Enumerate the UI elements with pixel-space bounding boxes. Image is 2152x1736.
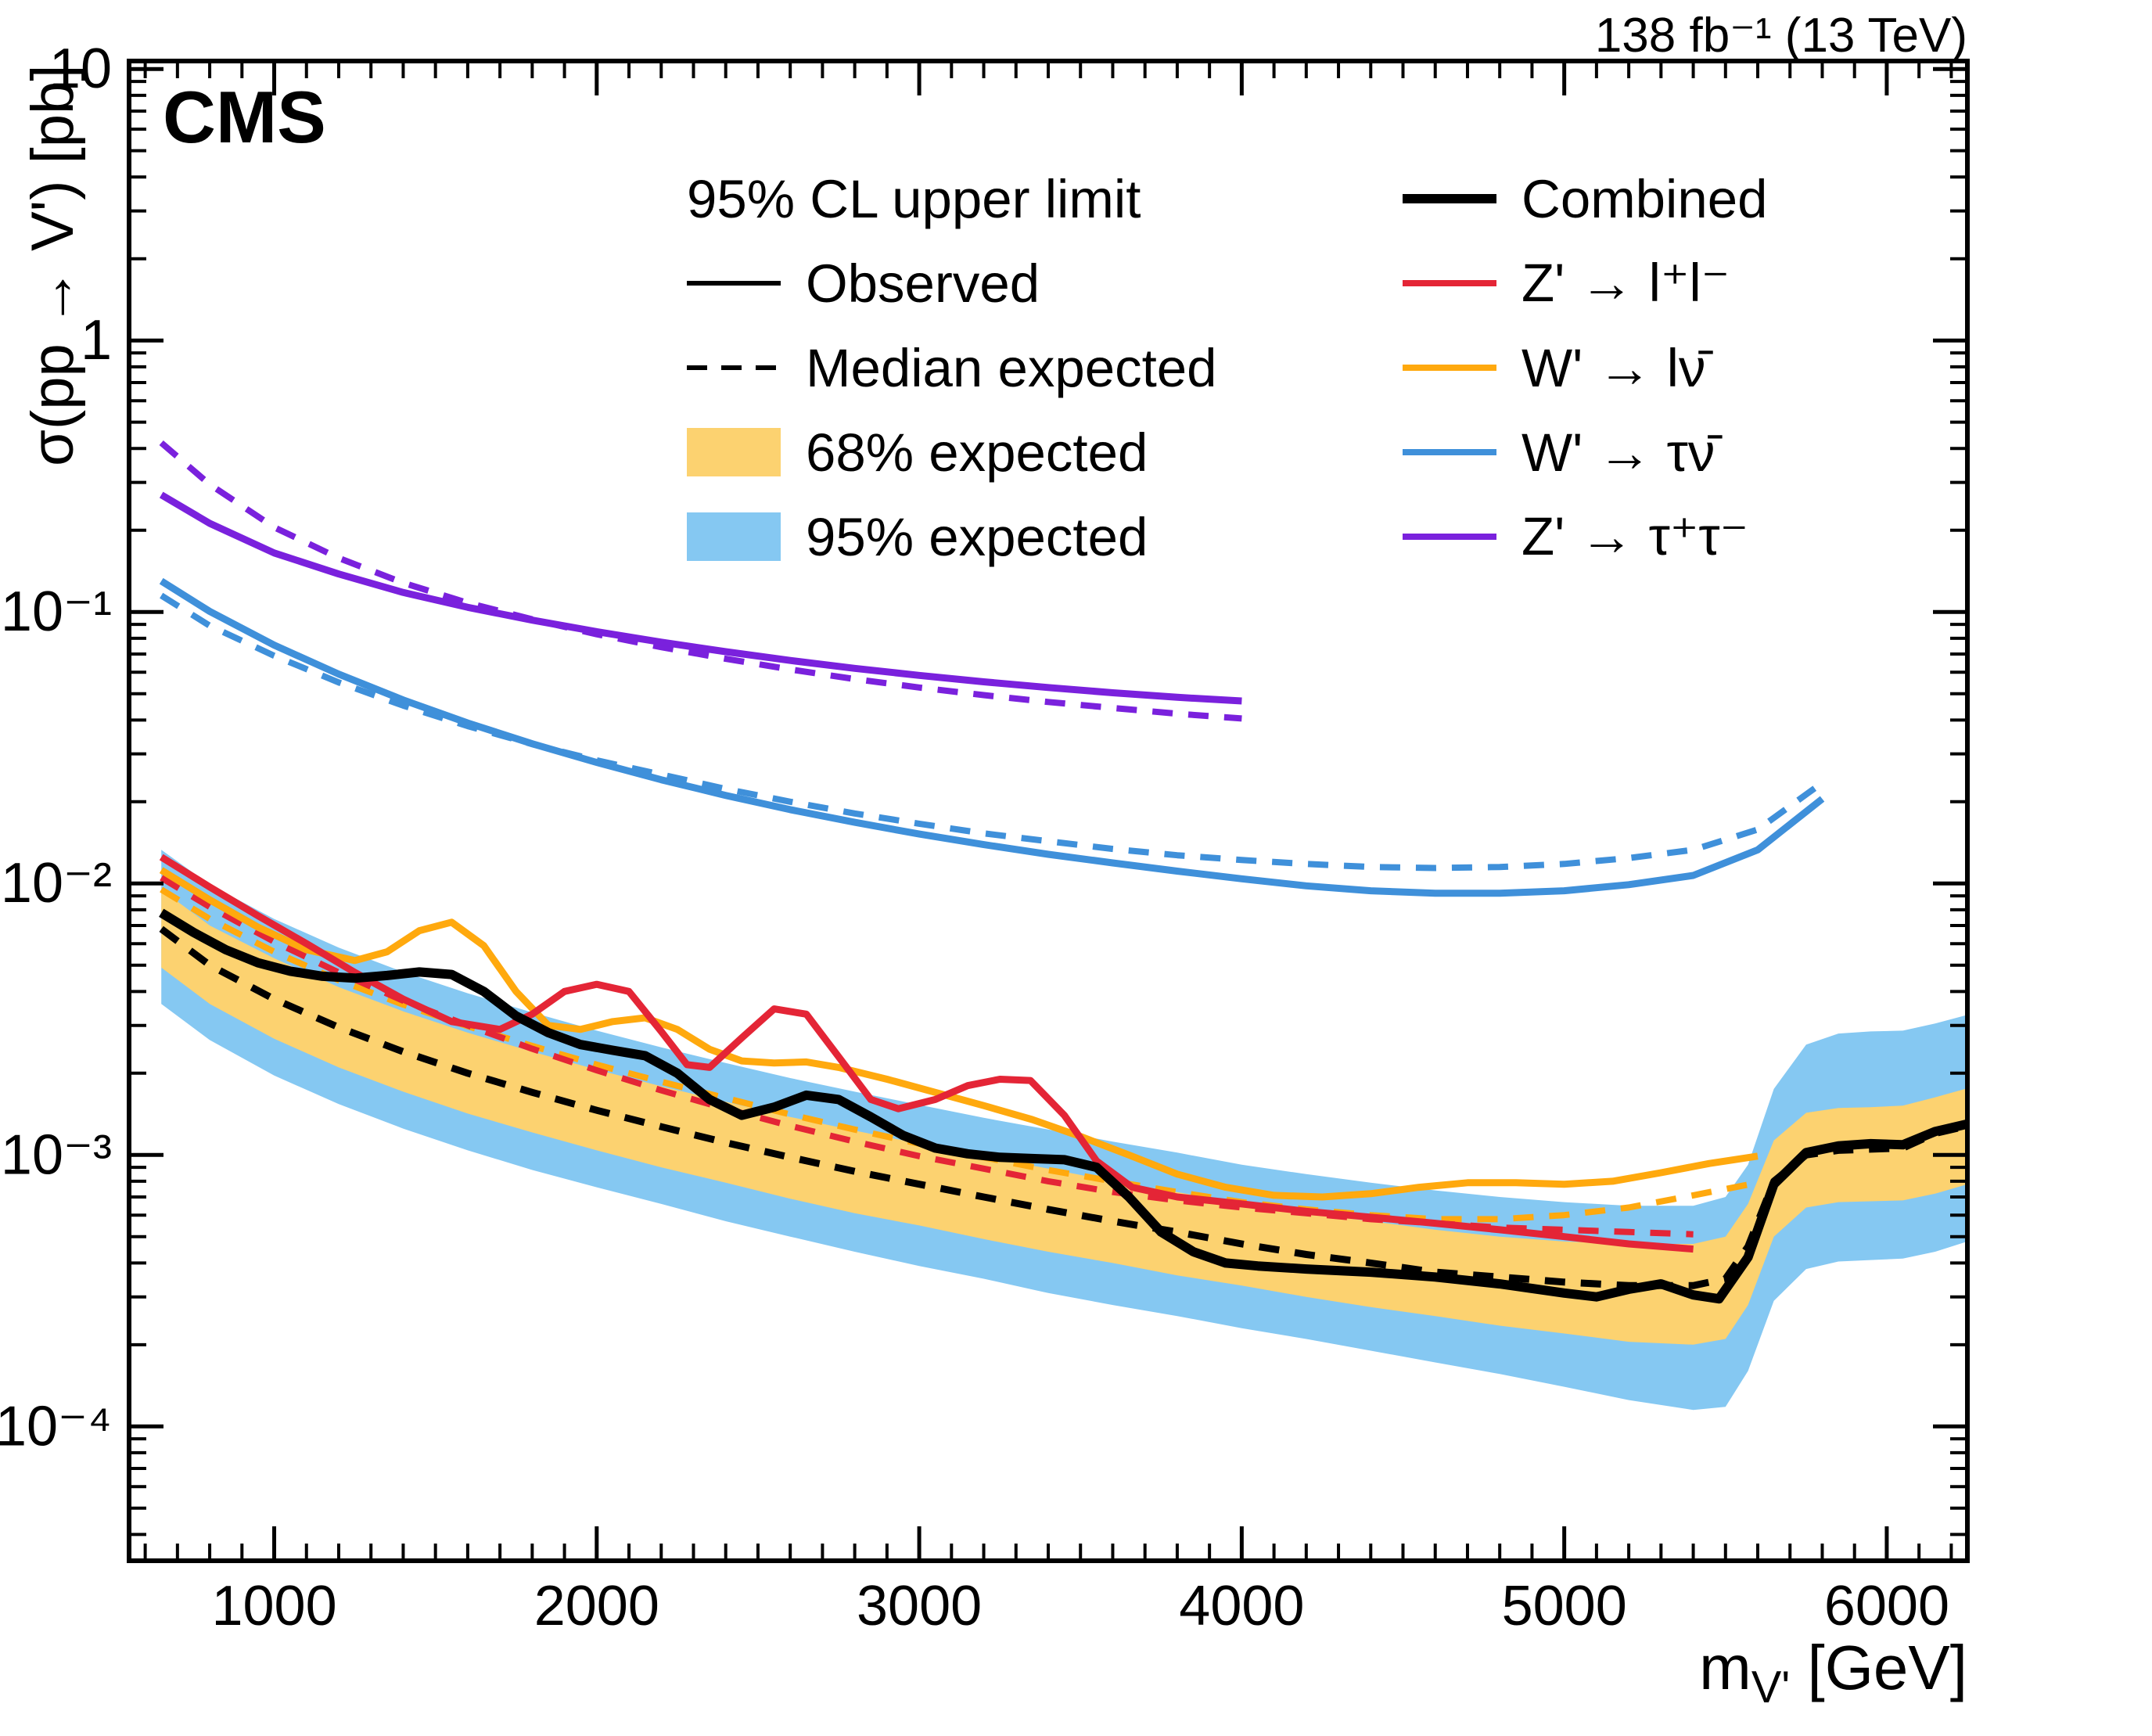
x-axis-title-main: m bbox=[1699, 1633, 1751, 1702]
band-95-swatch bbox=[687, 512, 781, 561]
svg-text:10⁻³: 10⁻³ bbox=[1, 1123, 112, 1186]
svg-text:10: 10 bbox=[49, 38, 112, 100]
svg-text:10⁻²: 10⁻² bbox=[1, 852, 112, 915]
y-axis-title: σ(pp → V') [pb] bbox=[20, 64, 86, 466]
legend-item-combined: Combined bbox=[1403, 156, 1768, 241]
legend-item-wprime-taunu: W' → τν̄ bbox=[1403, 410, 1768, 494]
legend-item-68-expected: 68% expected bbox=[687, 410, 1217, 494]
x-axis-title-unit: [GeV] bbox=[1790, 1633, 1967, 1702]
legend-item-wprime-lnu: W' → lν̄ bbox=[1403, 325, 1768, 410]
cms-label: CMS bbox=[163, 76, 326, 158]
zprime-tautau-line-swatch bbox=[1403, 534, 1496, 540]
x-axis-title: mV' [GeV] bbox=[1699, 1632, 1967, 1713]
lumi-label: 138 fb⁻¹ (13 TeV) bbox=[1594, 9, 1967, 63]
legend-item-label: 68% expected bbox=[806, 422, 1148, 483]
legend-item-zprime-tautau: Z' → τ⁺τ⁻ bbox=[1403, 494, 1768, 579]
legend-item-observed: Observed bbox=[687, 241, 1217, 325]
svg-text:3000: 3000 bbox=[857, 1575, 982, 1637]
legend-item-label: Median expected bbox=[806, 337, 1217, 398]
wprime-taunu-line-swatch bbox=[1403, 449, 1496, 455]
svg-text:1: 1 bbox=[81, 309, 112, 372]
legend-item-median-expected: Median expected bbox=[687, 325, 1217, 410]
svg-text:10⁻⁴: 10⁻⁴ bbox=[0, 1395, 112, 1457]
svg-text:10⁻¹: 10⁻¹ bbox=[1, 580, 112, 643]
legend-item-label: Observed bbox=[806, 253, 1040, 314]
wprime-lnu-line-swatch bbox=[1403, 365, 1496, 371]
median-expected-line-swatch bbox=[687, 365, 781, 370]
legend-item-label: Combined bbox=[1521, 168, 1768, 229]
band-68-swatch bbox=[687, 428, 781, 476]
legend-item-95-expected: 95% expected bbox=[687, 494, 1217, 579]
observed-line-swatch bbox=[687, 281, 781, 286]
legend-item-label: 95% expected bbox=[806, 506, 1148, 567]
x-axis-title-sub: V' bbox=[1751, 1662, 1791, 1713]
svg-text:5000: 5000 bbox=[1502, 1575, 1627, 1637]
legend-item-zprime-ll: Z' → l⁺l⁻ bbox=[1403, 241, 1768, 325]
legend-item-label: Z' → l⁺l⁻ bbox=[1521, 253, 1730, 313]
legend-item-label: Z' → τ⁺τ⁻ bbox=[1521, 506, 1749, 566]
legend-channels: Combined Z' → l⁺l⁻ W' → lν̄ W' → τν̄ Z' … bbox=[1403, 156, 1768, 579]
legend-item-label: W' → τν̄ bbox=[1521, 422, 1715, 483]
svg-text:6000: 6000 bbox=[1824, 1575, 1949, 1637]
svg-text:1000: 1000 bbox=[211, 1575, 336, 1637]
legend-styles: 95% CL upper limit Observed Median expec… bbox=[687, 156, 1217, 579]
combined-line-swatch bbox=[1403, 194, 1496, 203]
legend-header: 95% CL upper limit bbox=[687, 168, 1141, 229]
zprime-ll-line-swatch bbox=[1403, 280, 1496, 286]
legend-item-label: W' → lν̄ bbox=[1521, 337, 1706, 398]
svg-text:4000: 4000 bbox=[1179, 1575, 1304, 1637]
svg-text:2000: 2000 bbox=[534, 1575, 659, 1637]
